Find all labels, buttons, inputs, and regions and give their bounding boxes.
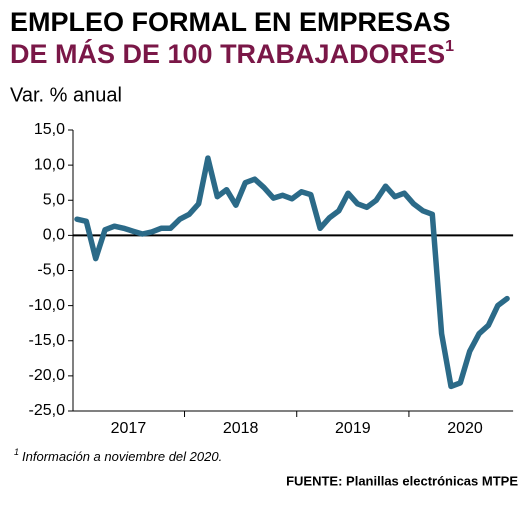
chart-title: EMPLEO FORMAL EN EMPRESAS xyxy=(10,7,451,37)
x-tick-label: 2019 xyxy=(335,420,371,437)
x-tick-label: 2020 xyxy=(447,420,483,437)
source: FUENTE: Planillas electrónicas MTPE xyxy=(286,473,518,488)
y-tick-label: 15,0 xyxy=(34,121,65,138)
footnote-marker: 1 xyxy=(14,447,19,457)
y-tick-label: -25,0 xyxy=(29,402,66,419)
y-tick-label: 5,0 xyxy=(43,191,65,208)
title-marker: 1 xyxy=(445,38,454,55)
footnote: 1 Información a noviembre del 2020. xyxy=(14,447,222,464)
chart-title: DE MÁS DE 100 TRABAJADORES1 xyxy=(10,38,454,69)
footnote-text: Información a noviembre del 2020. xyxy=(22,449,222,464)
y-tick-label: 0,0 xyxy=(43,227,65,244)
x-tick-label: 2017 xyxy=(111,420,147,437)
y-tick-label: -10,0 xyxy=(29,297,66,314)
y-tick-label: -15,0 xyxy=(29,332,66,349)
line-series xyxy=(74,155,510,390)
y-tick-label: 10,0 xyxy=(34,156,65,173)
x-tick-label: 2018 xyxy=(223,420,259,437)
y-tick-label: -5,0 xyxy=(37,262,65,279)
y-tick-label: -20,0 xyxy=(29,367,66,384)
chart-title-line: DE MÁS DE 100 TRABAJADORES xyxy=(10,38,445,69)
subtitle: Var. % anual xyxy=(10,84,122,106)
